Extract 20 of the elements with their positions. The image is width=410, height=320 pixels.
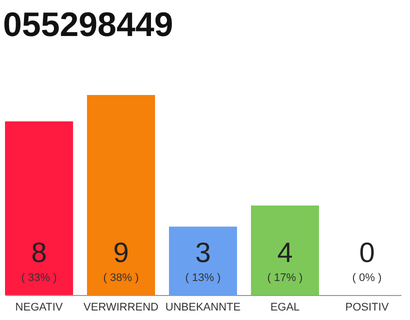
bar [86,95,156,295]
bar [168,226,238,295]
data-label: ( 13% ) [185,272,221,284]
data-label: ( 38% ) [103,272,139,284]
x-tick-label: EGAL [270,302,300,314]
data-label: ( 0% ) [352,272,382,284]
x-tick-label: NEGATIV [15,302,64,314]
annotation: 0 [359,237,375,268]
x-tick-label: UNBEKANNTE [165,302,241,314]
bar [250,206,320,295]
annotation: 3 [195,237,211,268]
annotation: 4 [277,237,293,268]
chart-title: 055298449 [3,6,174,44]
data-label: ( 17% ) [267,272,303,284]
annotation: 8 [31,237,47,268]
annotation: 9 [113,237,129,268]
x-tick-label: POSITIV [345,302,390,314]
data-label: ( 33% ) [21,272,57,284]
bar [5,121,74,295]
x-tick-label: VERWIRREND [84,302,159,314]
